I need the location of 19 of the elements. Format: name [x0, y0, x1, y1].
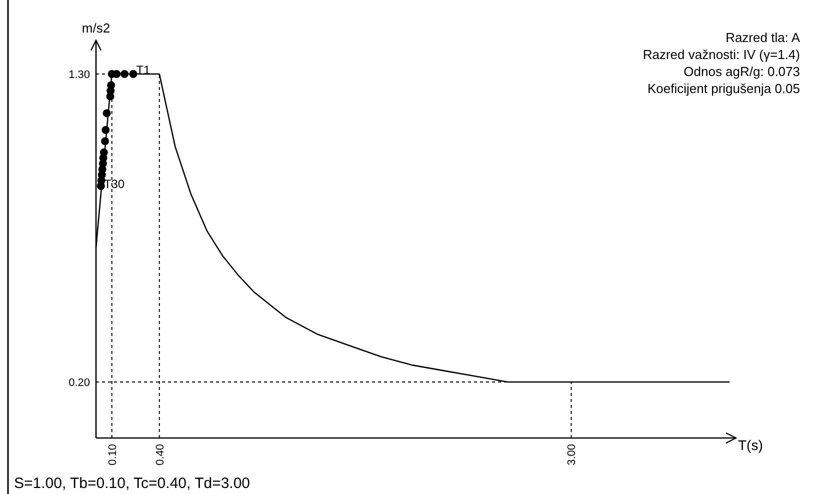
annotation: Razred važnosti: IV (γ=1.4) [642, 47, 800, 62]
annotation: Razred tla: A [726, 30, 800, 45]
y-axis-title: m/s2 [82, 20, 110, 36]
point [101, 137, 110, 146]
x-tick-label: 3.00 [566, 444, 578, 466]
x-axis-title: T(s) [738, 437, 763, 453]
y-tick-label: 1.30 [68, 69, 90, 81]
annotation: Koeficijent prigušenja 0.05 [648, 81, 800, 96]
annotation: T30 [104, 177, 125, 191]
y-tick-label: 0.20 [68, 377, 90, 389]
point [102, 126, 110, 134]
annotation: Odnos agR/g: 0.073 [684, 64, 800, 79]
text: S=1.00, Tb=0.10, Tc=0.40, Td=3.00 [14, 475, 250, 492]
point [120, 70, 129, 78]
point [96, 182, 105, 190]
x-tick-label: 0.40 [154, 444, 166, 466]
point [129, 70, 138, 78]
point [102, 109, 111, 118]
x-tick-label: 0.10 [106, 444, 119, 466]
